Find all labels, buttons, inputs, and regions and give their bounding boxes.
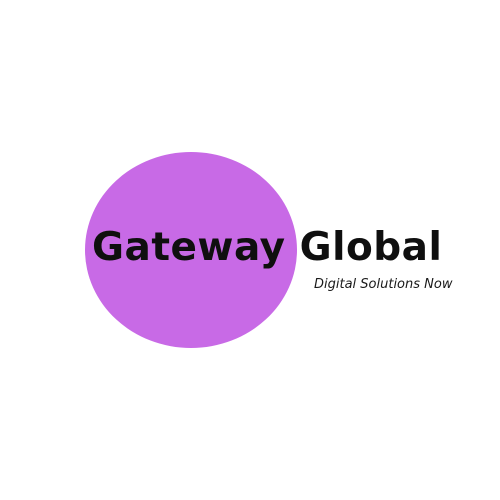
tagline: Digital Solutions Now — [314, 277, 453, 292]
brand-name: Gateway Global — [92, 225, 443, 270]
purple-circle-shape — [85, 152, 297, 348]
